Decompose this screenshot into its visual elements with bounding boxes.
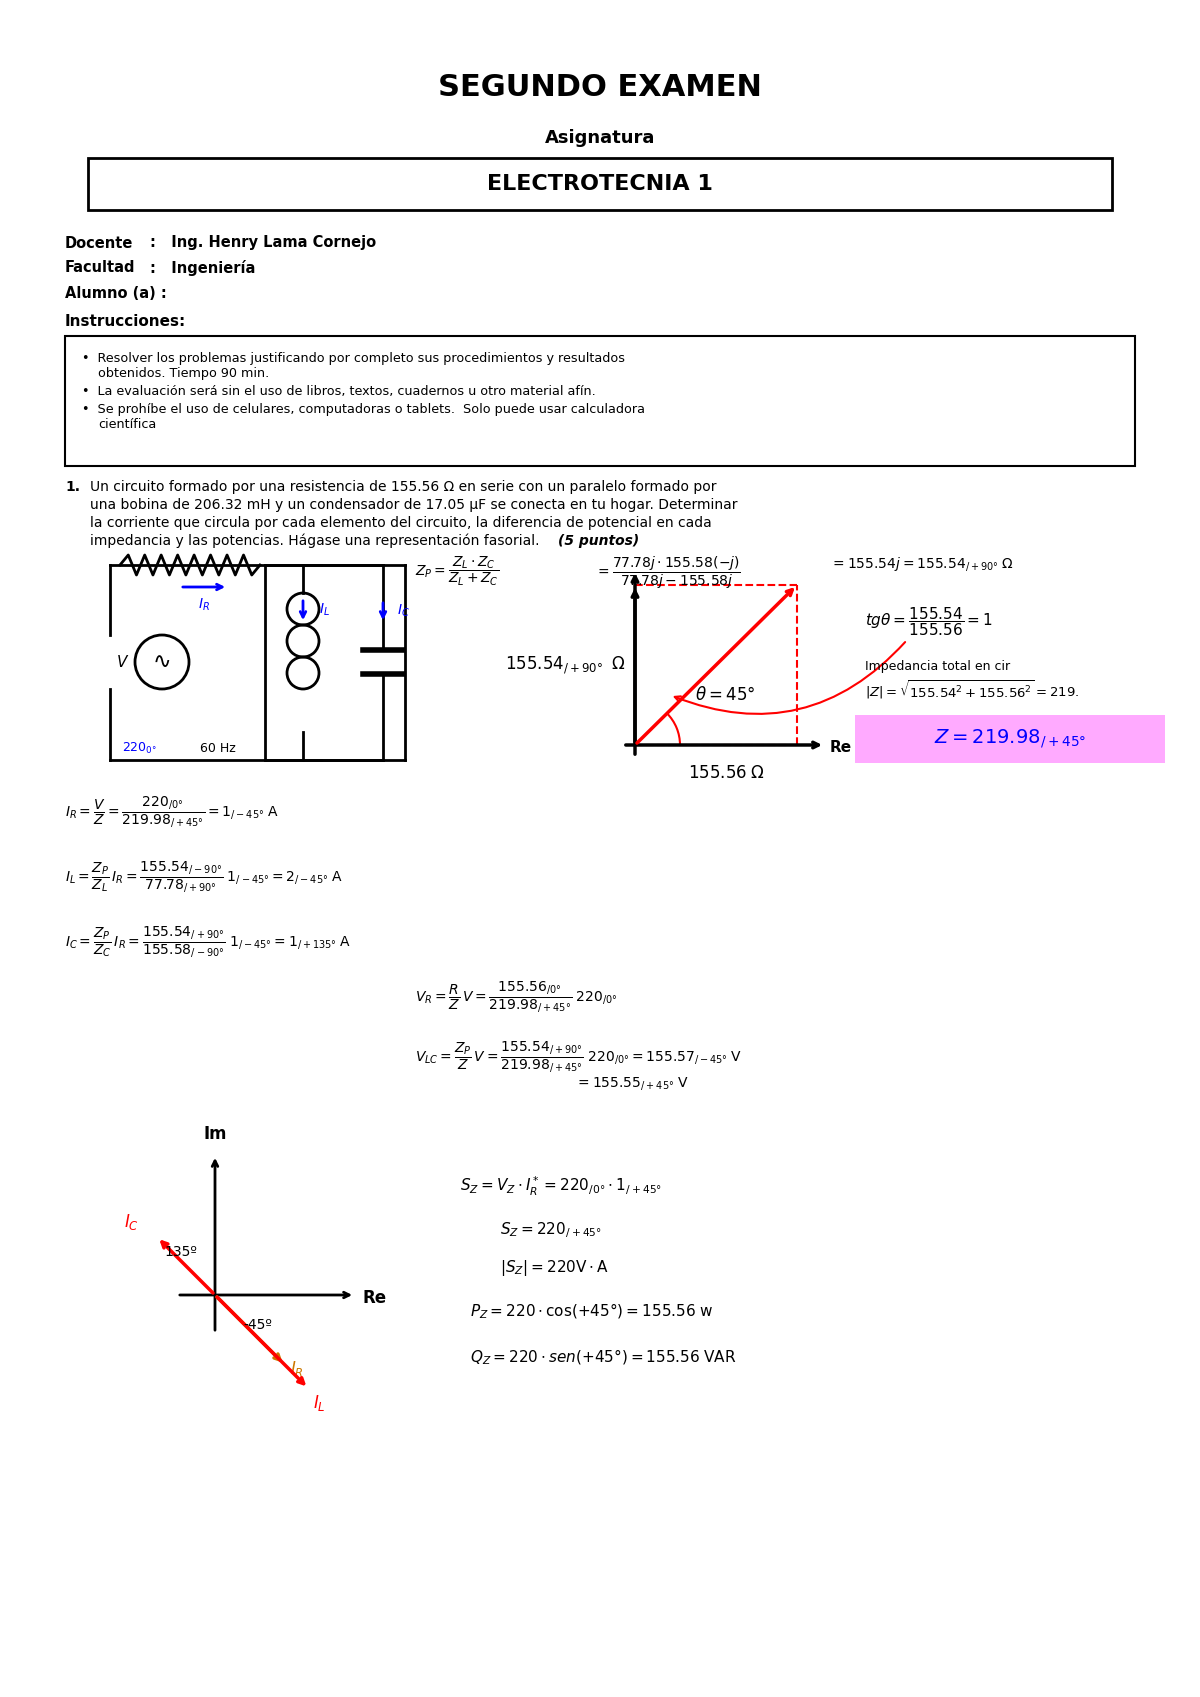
Text: •  La evaluación será sin el uso de libros, textos, cuadernos u otro material af: • La evaluación será sin el uso de libro… [82,385,595,399]
Text: $V_{LC} = \dfrac{Z_P}{Z}\,V = \dfrac{155.54_{/+90°}}{219.98_{/+45°}}\;220_{/0°} : $V_{LC} = \dfrac{Z_P}{Z}\,V = \dfrac{155… [415,1040,743,1076]
Text: $tg\theta = \dfrac{155.54}{155.56} = 1$: $tg\theta = \dfrac{155.54}{155.56} = 1$ [865,606,992,638]
Text: 60 Hz: 60 Hz [200,742,235,755]
Text: la corriente que circula por cada elemento del circuito, la diferencia de potenc: la corriente que circula por cada elemen… [90,516,712,529]
Text: $I_C = \dfrac{Z_P}{Z_C}\,I_R = \dfrac{155.54_{/+90°}}{155.58_{/-90°}}\;1_{/-45°}: $I_C = \dfrac{Z_P}{Z_C}\,I_R = \dfrac{15… [65,925,352,961]
Text: $\theta = 45°$: $\theta = 45°$ [695,686,756,704]
Text: Asignatura: Asignatura [545,129,655,148]
Text: •  Resolver los problemas justificando por completo sus procedimientos y resulta: • Resolver los problemas justificando po… [82,351,625,365]
Text: $S_Z = 220_{/+45°}$: $S_Z = 220_{/+45°}$ [500,1220,602,1241]
Text: científica: científica [98,417,156,431]
Text: $P_Z = 220 \cdot \cos(+45°) = 155.56\;\mathrm{w}$: $P_Z = 220 \cdot \cos(+45°) = 155.56\;\m… [470,1302,713,1322]
Text: SEGUNDO EXAMEN: SEGUNDO EXAMEN [438,73,762,102]
Text: •  Se prohíbe el uso de celulares, computadoras o tablets.  Solo puede usar calc: • Se prohíbe el uso de celulares, comput… [82,402,646,416]
Text: ∿: ∿ [152,652,172,672]
Text: 1.: 1. [65,480,80,494]
Text: $|Z| = \sqrt{155.54^2 + 155.56^2} = 219.$: $|Z| = \sqrt{155.54^2 + 155.56^2} = 219.… [865,679,1079,701]
Text: $I_C$: $I_C$ [125,1212,139,1232]
Bar [854,714,1165,764]
Text: Facultad: Facultad [65,261,136,275]
Text: Alumno (a) :: Alumno (a) : [65,287,167,302]
Text: $I_L$: $I_L$ [319,602,330,618]
Bar [65,336,1135,467]
Bar [88,158,1112,210]
Text: $155.56\;\Omega$: $155.56\;\Omega$ [688,764,764,782]
Text: ELECTROTECNIA 1: ELECTROTECNIA 1 [487,175,713,193]
Text: obtenidos. Tiempo 90 min.: obtenidos. Tiempo 90 min. [98,367,269,380]
Circle shape [134,635,190,689]
Text: Re: Re [364,1290,388,1307]
Text: $= 155.55_{/+45°}\;$V: $= 155.55_{/+45°}\;$V [575,1074,689,1091]
Text: $220_{0°}$: $220_{0°}$ [122,740,157,755]
Text: (5 puntos): (5 puntos) [558,535,640,548]
Text: $= \dfrac{77.78j \cdot 155.58(-j)}{77.78j - 155.58j}$: $= \dfrac{77.78j \cdot 155.58(-j)}{77.78… [595,555,740,591]
Text: $I_R$: $I_R$ [289,1359,304,1378]
Text: $I_L$: $I_L$ [313,1393,326,1414]
Text: impedancia y las potencias. Hágase una representación fasorial.: impedancia y las potencias. Hágase una r… [90,535,544,548]
Text: Instrucciones:: Instrucciones: [65,314,186,329]
Text: Impedancia total en cir: Impedancia total en cir [865,660,1010,674]
Text: $I_L = \dfrac{Z_P}{Z_L}\,I_R = \dfrac{155.54_{/-90°}}{77.78_{/+90°}}\;1_{/-45°} : $I_L = \dfrac{Z_P}{Z_L}\,I_R = \dfrac{15… [65,860,343,894]
Text: $Q_Z = 220 \cdot sen(+45°) = 155.56\;\mathrm{VAR}$: $Q_Z = 220 \cdot sen(+45°) = 155.56\;\ma… [470,1347,737,1368]
Text: :   Ingeniería: : Ingeniería [150,260,256,277]
Text: $Z_P = \dfrac{Z_L \cdot Z_C}{Z_L + Z_C}$: $Z_P = \dfrac{Z_L \cdot Z_C}{Z_L + Z_C}$ [415,555,499,589]
Text: $I_C$: $I_C$ [397,602,410,619]
Text: $V_R = \dfrac{R}{Z}\,V = \dfrac{155.56_{/0°}}{219.98_{/+45°}}\;220_{/0°}$: $V_R = \dfrac{R}{Z}\,V = \dfrac{155.56_{… [415,979,618,1015]
Text: Docente: Docente [65,236,133,251]
Text: -45º: -45º [242,1319,272,1332]
Text: Re: Re [830,740,852,755]
Text: $|S_Z| = 220\mathrm{V \cdot A}$: $|S_Z| = 220\mathrm{V \cdot A}$ [500,1257,610,1278]
Text: Un circuito formado por una resistencia de 155.56 Ω en serie con un paralelo for: Un circuito formado por una resistencia … [90,480,716,494]
Text: :   Ing. Henry Lama Cornejo: : Ing. Henry Lama Cornejo [150,236,376,251]
Text: $155.54_{/+90°}\;\;\Omega$: $155.54_{/+90°}\;\;\Omega$ [505,655,626,675]
Text: $Z = 219.98_{/+45°}$: $Z = 219.98_{/+45°}$ [934,728,1086,750]
Text: $V$: $V$ [116,653,130,670]
Text: 135º: 135º [164,1246,197,1259]
Text: $I_R$: $I_R$ [198,597,210,613]
Text: Im: Im [203,1125,227,1144]
Text: $S_Z = V_Z \cdot I_R^* = 220_{/0°} \cdot 1_{/+45°}$: $S_Z = V_Z \cdot I_R^* = 220_{/0°} \cdot… [460,1174,662,1198]
Text: $= 155.54j = 155.54_{/+90°}\;$Ω: $= 155.54j = 155.54_{/+90°}\;$Ω [830,555,1014,574]
Text: una bobina de 206.32 mH y un condensador de 17.05 μF se conecta en tu hogar. Det: una bobina de 206.32 mH y un condensador… [90,497,738,512]
Text: $I_R = \dfrac{V}{Z} = \dfrac{220_{/0°}}{219.98_{/+45°}} = 1_{/-45°}\;$A: $I_R = \dfrac{V}{Z} = \dfrac{220_{/0°}}{… [65,794,278,830]
